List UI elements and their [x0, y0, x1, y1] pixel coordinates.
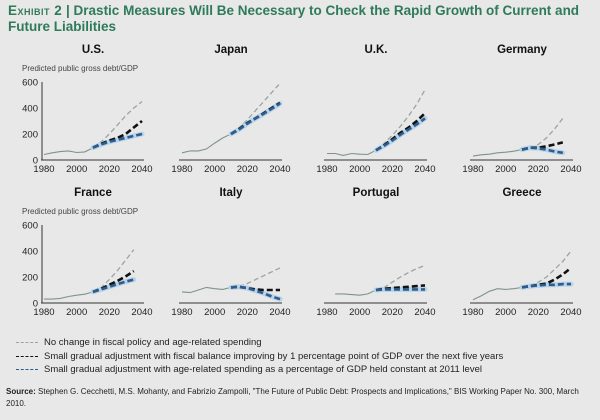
- x-tick-label: 1980: [171, 164, 192, 175]
- x-tick-label: 2040: [131, 164, 152, 175]
- y-tick-label: 600: [22, 221, 38, 232]
- x-tick-label: 1980: [171, 307, 192, 318]
- y-axis-label: Predicted public gross debt/GDP: [22, 64, 138, 73]
- legend-swatch-no-change: [16, 342, 38, 344]
- x-tick-label: 2020: [528, 164, 549, 175]
- x-tick-label: 2000: [495, 164, 516, 175]
- series-historical: [181, 286, 232, 294]
- series-fiscal: [92, 270, 135, 294]
- series-age: [92, 278, 135, 294]
- panel-title: U.K.: [365, 44, 388, 56]
- legend-label: Small gradual adjustment with age-relate…: [44, 364, 482, 376]
- series-age: [521, 282, 571, 289]
- y-tick-label: 0: [33, 156, 38, 167]
- legend-item-age: Small gradual adjustment with age-relate…: [16, 363, 503, 377]
- source-label: Source:: [6, 387, 36, 396]
- x-tick-label: 2040: [560, 307, 581, 318]
- x-tick-label: 2020: [237, 164, 258, 175]
- legend-swatch-age: [16, 369, 38, 371]
- series-age: [375, 288, 425, 292]
- series-age-halo: [90, 131, 145, 151]
- series-age: [230, 102, 281, 136]
- series-age: [521, 146, 563, 155]
- x-tick-label: 2020: [237, 307, 258, 318]
- series-historical: [43, 147, 94, 156]
- x-tick-label: 1980: [316, 307, 337, 318]
- panel-uk: U.K. 1980 2000 2020 2040: [316, 44, 435, 175]
- series-fiscal: [375, 284, 426, 292]
- legend-item-fiscal: Small gradual adjustment with fiscal bal…: [16, 350, 503, 364]
- x-tick-label: 2000: [349, 164, 370, 175]
- x-tick-label: 2000: [204, 307, 225, 318]
- series-fiscal: [230, 285, 280, 292]
- y-tick-label: 200: [22, 130, 38, 141]
- series-no-change: [92, 249, 135, 293]
- x-tick-label: 2040: [131, 307, 152, 318]
- x-tick-label: 2000: [495, 307, 516, 318]
- series-historical: [327, 149, 377, 156]
- y-axis-label: Predicted public gross debt/GDP: [22, 207, 138, 216]
- x-tick-label: 2040: [560, 164, 581, 175]
- series-no-change: [375, 89, 426, 151]
- title-text: Drastic Measures Will Be Necessary to Ch…: [8, 3, 580, 34]
- x-tick-label: 2040: [269, 164, 290, 175]
- x-tick-label: 2000: [204, 164, 225, 175]
- x-tick-label: 2020: [382, 164, 403, 175]
- series-age: [375, 117, 426, 152]
- series-fiscal: [521, 141, 564, 151]
- series-age-halo: [228, 284, 283, 302]
- x-tick-label: 2000: [66, 307, 87, 318]
- panel-title: Germany: [497, 44, 547, 56]
- y-tick-label: 0: [33, 299, 38, 310]
- x-tick-label: 2020: [528, 307, 549, 318]
- x-tick-label: 1980: [462, 164, 483, 175]
- series-historical: [335, 289, 377, 296]
- panel-japan: Japan 1980 2000 2020 2040: [171, 44, 290, 175]
- legend-label: No change in fiscal policy and age-relat…: [44, 337, 262, 349]
- source-text: Stephen G. Cecchetti, M.S. Mohanty, and …: [6, 387, 579, 408]
- x-tick-label: 1980: [33, 307, 54, 318]
- panel-title: Italy: [219, 187, 243, 199]
- series-historical: [472, 286, 523, 301]
- y-tick-label: 400: [22, 104, 38, 115]
- x-tick-label: 1980: [316, 164, 337, 175]
- exhibit-title: Exhibit 2 | Drastic Measures Will Be Nec…: [8, 3, 580, 34]
- series-no-change: [521, 118, 564, 151]
- panel-title: Japan: [214, 44, 247, 56]
- panel-us: U.S. 1980 2000 2020 2040 0 200 400 600 Predicted …: [22, 44, 153, 175]
- panel-title: Portugal: [353, 187, 400, 199]
- panel-greece: Greece 1980 2000 2020 2040: [462, 187, 581, 318]
- series-historical: [181, 133, 232, 154]
- x-tick-label: 2040: [414, 164, 435, 175]
- panel-portugal: Portugal 1980 2000 2020 2040: [316, 187, 435, 318]
- small-multiples-chart: U.S.1980 2000 2020 20400200400600Predicted …: [22, 44, 582, 318]
- y-tick-label: 600: [22, 78, 38, 89]
- exhibit-label: Exhibit 2: [8, 3, 63, 18]
- legend-swatch-fiscal: [16, 355, 38, 357]
- panel-title: U.S.: [82, 44, 104, 56]
- panel-germany: Germany 1980 2000 2020 2040: [462, 44, 581, 175]
- x-tick-label: 1980: [33, 164, 54, 175]
- legend-label: Small gradual adjustment with fiscal bal…: [44, 350, 504, 362]
- x-tick-label: 2040: [269, 307, 290, 318]
- x-tick-label: 2020: [99, 307, 120, 318]
- x-tick-label: 2000: [66, 164, 87, 175]
- panel-france: France 1980 2000 2020 2040 0 200 400 600 Predicte…: [22, 187, 153, 318]
- legend-item-no-change: No change in fiscal policy and age-relat…: [16, 336, 503, 350]
- x-tick-label: 2020: [382, 307, 403, 318]
- panel-title: Greece: [502, 187, 541, 199]
- x-tick-label: 2040: [414, 307, 435, 318]
- panel-title: France: [74, 187, 112, 199]
- y-tick-label: 200: [22, 273, 38, 284]
- x-tick-label: 2000: [349, 307, 370, 318]
- x-tick-label: 1980: [462, 307, 483, 318]
- x-tick-label: 2020: [99, 164, 120, 175]
- y-tick-label: 400: [22, 247, 38, 258]
- panel-italy: Italy 1980 2000 2020 2040: [171, 187, 290, 318]
- series-historical: [472, 149, 523, 157]
- legend: No change in fiscal policy and age-relat…: [16, 336, 503, 377]
- source-note: Source: Stephen G. Cecchetti, M.S. Mohan…: [6, 386, 591, 410]
- series-historical: [44, 291, 94, 300]
